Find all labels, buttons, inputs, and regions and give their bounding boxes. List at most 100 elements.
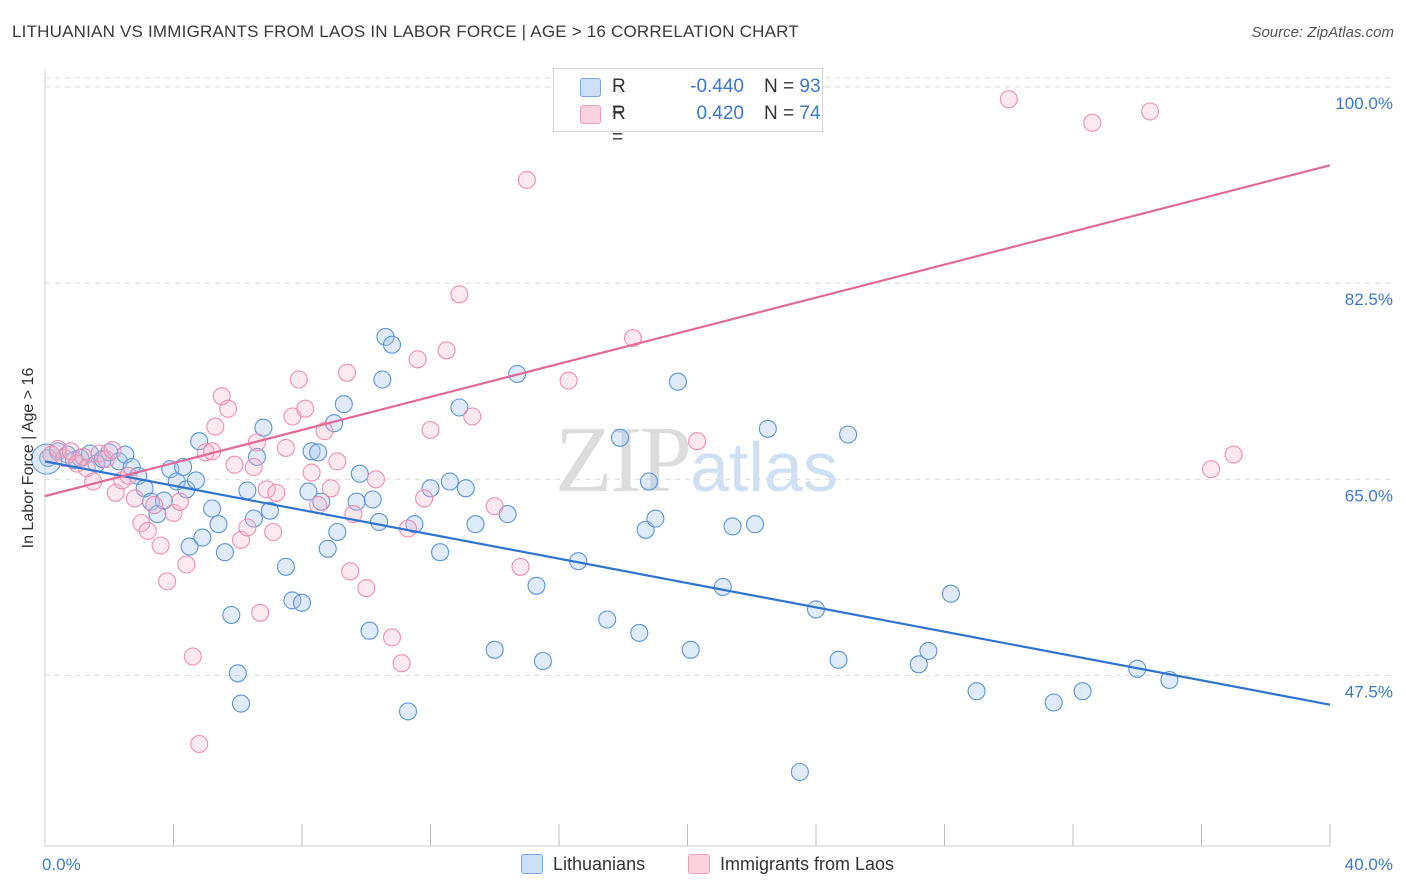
point-laos bbox=[1141, 102, 1160, 121]
point-lithuanian bbox=[829, 650, 848, 669]
legend-label: Lithuanians bbox=[553, 854, 646, 874]
point-lithuanian bbox=[186, 471, 206, 490]
point-lithuanian bbox=[260, 501, 279, 520]
point-lithuanian bbox=[190, 432, 209, 451]
legend-n-label: N = bbox=[764, 103, 795, 124]
point-lithuanian bbox=[456, 479, 475, 498]
legend-r-value: 0.420 bbox=[696, 103, 744, 124]
point-lithuanian bbox=[598, 610, 617, 629]
point-laos bbox=[366, 470, 385, 489]
point-laos bbox=[289, 370, 308, 389]
point-laos bbox=[244, 457, 263, 477]
y-tick-label: 47.5% bbox=[1345, 683, 1393, 702]
chart-title: LITHUANIAN VS IMMIGRANTS FROM LAOS IN LA… bbox=[12, 22, 799, 41]
point-lithuanian bbox=[209, 515, 228, 534]
point-laos bbox=[276, 438, 295, 457]
chart-source: Source: ZipAtlas.com bbox=[1251, 24, 1394, 41]
x-tick-label: 0.0% bbox=[42, 855, 81, 874]
point-laos bbox=[437, 341, 456, 360]
legend-n: N = 93 bbox=[764, 75, 821, 99]
point-lithuanian bbox=[681, 640, 700, 659]
point-lithuanian bbox=[222, 605, 241, 625]
point-lithuanian bbox=[610, 428, 630, 447]
point-laos bbox=[421, 420, 440, 440]
point-lithuanian bbox=[360, 621, 379, 640]
point-lithuanian bbox=[450, 398, 469, 417]
point-laos bbox=[559, 371, 578, 390]
point-lithuanian bbox=[154, 491, 173, 510]
point-lithuanian bbox=[440, 472, 459, 491]
y-axis-title: In Labor Force | Age > 16 bbox=[20, 368, 37, 549]
point-laos bbox=[511, 557, 530, 576]
point-laos bbox=[485, 497, 504, 516]
point-laos bbox=[177, 555, 196, 574]
legend-n-label: N = bbox=[764, 76, 795, 97]
point-lithuanian bbox=[350, 464, 369, 483]
point-lithuanian bbox=[370, 512, 389, 531]
point-lithuanian bbox=[312, 492, 331, 511]
point-lithuanian bbox=[334, 395, 353, 414]
point-laos bbox=[158, 572, 177, 591]
point-laos bbox=[1224, 445, 1243, 464]
point-lithuanian bbox=[646, 509, 665, 528]
point-laos bbox=[257, 480, 276, 499]
legend-label: Immigrants from Laos bbox=[720, 854, 895, 874]
point-lithuanian bbox=[466, 515, 485, 534]
point-laos bbox=[145, 496, 164, 515]
point-laos bbox=[164, 503, 183, 522]
legend-r-label: R = bbox=[612, 76, 626, 121]
point-laos bbox=[264, 522, 283, 542]
point-laos bbox=[183, 647, 202, 666]
point-lithuanian bbox=[839, 425, 858, 444]
legend-n-value: 74 bbox=[799, 103, 821, 124]
point-lithuanian bbox=[228, 664, 247, 683]
legend-r-label: R = bbox=[612, 103, 626, 148]
point-lithuanian bbox=[713, 577, 732, 597]
point-lithuanian bbox=[790, 762, 809, 782]
point-lithuanian bbox=[302, 442, 321, 461]
legend-swatch-blue bbox=[580, 78, 601, 97]
point-lithuanian bbox=[639, 472, 659, 491]
axis-labels: 100.0% 82.5% 65.0% 47.5% 0.0% 40.0% In Labor F… bbox=[20, 94, 1393, 874]
point-laos bbox=[296, 399, 315, 418]
point-lithuanian bbox=[247, 447, 267, 466]
point-lithuanian bbox=[382, 335, 402, 354]
point-lithuanian bbox=[967, 682, 986, 701]
point-laos bbox=[463, 407, 482, 426]
trend-line bbox=[44, 460, 1331, 706]
point-lithuanian bbox=[527, 576, 546, 595]
point-lithuanian bbox=[244, 509, 263, 528]
point-lithuanian bbox=[533, 651, 552, 671]
point-laos bbox=[103, 441, 122, 460]
legend-swatch-blue bbox=[521, 854, 543, 874]
legend-n-value: 93 bbox=[799, 76, 821, 97]
point-laos bbox=[415, 489, 434, 508]
point-lithuanian bbox=[238, 481, 257, 500]
point-laos bbox=[392, 654, 411, 673]
point-lithuanian bbox=[398, 702, 418, 721]
point-lithuanian bbox=[421, 479, 440, 498]
legend-swatch-pink bbox=[688, 854, 710, 874]
point-lithuanian-cluster bbox=[31, 443, 63, 475]
trend-line bbox=[44, 164, 1331, 498]
point-laos bbox=[206, 417, 225, 436]
point-laos bbox=[267, 483, 286, 502]
point-laos bbox=[151, 536, 170, 555]
point-laos bbox=[337, 363, 357, 382]
point-lithuanian bbox=[941, 584, 960, 603]
point-laos bbox=[219, 399, 238, 418]
point-lithuanian bbox=[373, 370, 392, 389]
point-laos bbox=[517, 170, 536, 189]
watermark: ZIPatlas bbox=[555, 405, 838, 514]
point-laos bbox=[302, 463, 321, 482]
point-lithuanian bbox=[919, 641, 938, 660]
y-tick-label: 82.5% bbox=[1345, 290, 1393, 309]
point-laos bbox=[170, 492, 189, 511]
point-laos bbox=[623, 328, 642, 348]
point-lithuanian bbox=[758, 419, 777, 438]
point-laos bbox=[321, 479, 340, 498]
y-tick-label: 100.0% bbox=[1335, 94, 1393, 113]
point-laos bbox=[688, 432, 707, 451]
point-lithuanian bbox=[328, 522, 347, 542]
